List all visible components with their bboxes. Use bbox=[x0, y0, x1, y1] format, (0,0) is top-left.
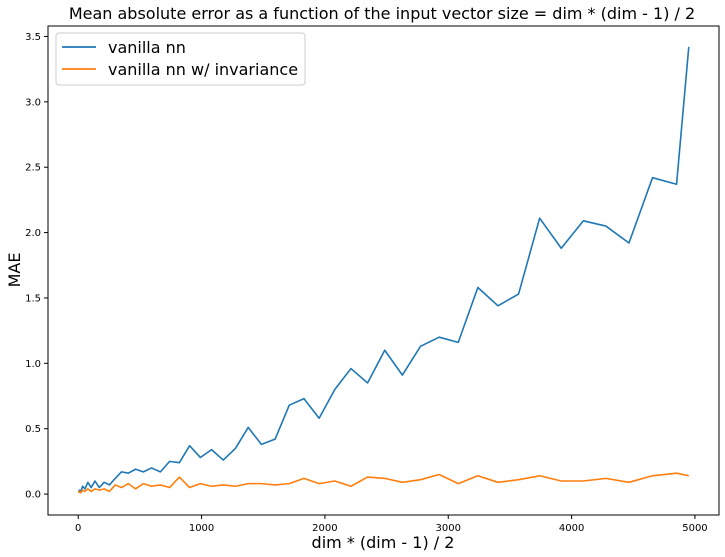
plot-frame bbox=[47, 25, 720, 516]
y-axis-ticks: 0.0 0.5 1.0 1.5 2.0 2.5 3.0 3.5 bbox=[25, 32, 48, 501]
y-tick-label: 1.5 bbox=[25, 293, 41, 304]
legend-label-vanilla-nn: vanilla nn bbox=[108, 38, 186, 57]
series-line-vanilla-nn-w-invariance bbox=[77, 472, 689, 494]
legend: vanilla nn vanilla nn w/ invariance bbox=[55, 32, 306, 86]
x-axis-label: dim * (dim - 1) / 2 bbox=[312, 533, 455, 552]
y-tick-label: 2.0 bbox=[25, 228, 41, 239]
y-axis-label: MAE bbox=[5, 253, 24, 288]
x-axis-ticks: 0 1000 2000 3000 4000 5000 bbox=[75, 515, 708, 534]
y-tick-label: 2.5 bbox=[25, 163, 41, 174]
legend-box bbox=[55, 32, 306, 86]
x-tick-label: 3000 bbox=[436, 523, 461, 534]
x-tick-label: 0 bbox=[75, 523, 81, 534]
y-tick-label: 0.0 bbox=[25, 490, 41, 501]
y-tick-label: 3.0 bbox=[25, 97, 41, 108]
x-tick-label: 2000 bbox=[312, 523, 337, 534]
y-tick-label: 1.0 bbox=[25, 359, 41, 370]
x-tick-label: 5000 bbox=[682, 523, 707, 534]
x-tick-label: 4000 bbox=[559, 523, 584, 534]
x-tick-label: 1000 bbox=[189, 523, 214, 534]
series-line-vanilla-nn bbox=[77, 46, 690, 494]
chart-title: Mean absolute error as a function of the… bbox=[69, 4, 695, 23]
y-tick-label: 3.5 bbox=[25, 32, 41, 43]
legend-label-vanilla-nn-w-invariance: vanilla nn w/ invariance bbox=[108, 60, 298, 79]
y-tick-label: 0.5 bbox=[25, 424, 41, 435]
series-layer bbox=[77, 46, 690, 494]
